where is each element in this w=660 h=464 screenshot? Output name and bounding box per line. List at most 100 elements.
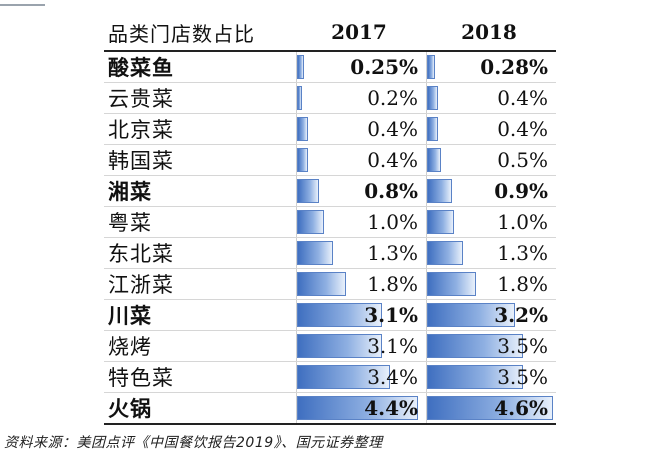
value-label-2018: 0.5% — [497, 148, 548, 172]
value-label-2018: 3.5% — [497, 334, 548, 358]
row-category: 北京菜 — [108, 118, 174, 142]
bar-2017 — [297, 210, 324, 234]
value-label-2017: 3.1% — [367, 334, 418, 358]
bar-2018 — [427, 365, 523, 389]
table-row: 湘菜 0.8% 0.9% — [104, 176, 556, 207]
value-label-2018: 0.4% — [497, 86, 548, 110]
bar-2017 — [297, 148, 308, 172]
value-label-2018: 3.2% — [494, 303, 548, 327]
cell-2018: 1.3% — [426, 238, 552, 268]
value-label-2017: 1.8% — [367, 272, 418, 296]
row-category: 川菜 — [108, 303, 152, 328]
value-label-2017: 3.4% — [367, 365, 418, 389]
cell-2017: 0.25% — [296, 52, 422, 82]
cell-2017: 4.4% — [296, 393, 422, 423]
bar-2018 — [427, 272, 476, 296]
row-category: 酸菜鱼 — [108, 55, 174, 80]
cell-2017: 0.4% — [296, 145, 422, 175]
bar-2018 — [427, 86, 438, 110]
cell-2017: 1.0% — [296, 207, 422, 237]
table-row: 江浙菜 1.8% 1.8% — [104, 269, 556, 300]
table-header: 品类门店数占比 2017 2018 — [104, 14, 556, 52]
cell-2017: 1.8% — [296, 269, 422, 299]
value-label-2018: 1.8% — [497, 272, 548, 296]
table-row: 烧烤 3.1% 3.5% — [104, 331, 556, 362]
row-category: 火锅 — [108, 396, 152, 421]
bar-2017 — [297, 55, 304, 79]
value-label-2018: 1.0% — [497, 210, 548, 234]
cell-2018: 3.5% — [426, 331, 552, 361]
bar-2018 — [427, 241, 463, 265]
table-body: 酸菜鱼 0.25% 0.28% 云贵菜 0.2% 0.4% 北京菜 0.4% 0.4% 韩国菜 0.… — [104, 52, 556, 425]
cell-2018: 1.8% — [426, 269, 552, 299]
value-label-2017: 0.4% — [367, 148, 418, 172]
row-category: 江浙菜 — [108, 273, 174, 297]
table-row: 云贵菜 0.2% 0.4% — [104, 83, 556, 114]
cell-2018: 0.9% — [426, 176, 552, 206]
bar-2018 — [427, 334, 523, 358]
value-label-2017: 0.4% — [367, 117, 418, 141]
value-label-2018: 0.28% — [480, 55, 548, 79]
table-row: 韩国菜 0.4% 0.5% — [104, 145, 556, 176]
bar-2017 — [297, 86, 302, 110]
table-row: 粤菜 1.0% 1.0% — [104, 207, 556, 238]
bar-2017 — [297, 241, 333, 265]
bar-2017 — [297, 396, 418, 420]
bar-2018 — [427, 303, 515, 327]
row-category: 特色菜 — [108, 366, 174, 390]
value-label-2018: 4.6% — [494, 396, 548, 420]
header-2017: 2017 — [331, 20, 387, 44]
cell-2018: 3.5% — [426, 362, 552, 392]
table-row: 特色菜 3.4% 3.5% — [104, 362, 556, 393]
cell-2017: 1.3% — [296, 238, 422, 268]
data-table: 品类门店数占比 2017 2018 酸菜鱼 0.25% 0.28% 云贵菜 0.2% 0.… — [104, 14, 556, 425]
cell-2017: 3.4% — [296, 362, 422, 392]
bar-2018 — [427, 117, 438, 141]
bar-2018 — [427, 179, 452, 203]
value-label-2017: 1.3% — [367, 241, 418, 265]
table-row: 酸菜鱼 0.25% 0.28% — [104, 52, 556, 83]
bar-2018 — [427, 396, 553, 420]
cell-2017: 0.2% — [296, 83, 422, 113]
cell-2018: 0.5% — [426, 145, 552, 175]
cell-2018: 0.28% — [426, 52, 552, 82]
header-2018: 2018 — [461, 20, 517, 44]
table-row: 川菜 3.1% 3.2% — [104, 300, 556, 331]
cell-2018: 3.2% — [426, 300, 552, 330]
cell-2018: 4.6% — [426, 393, 553, 423]
table-row: 火锅 4.4% 4.6% — [104, 393, 556, 425]
value-label-2017: 4.4% — [364, 396, 418, 420]
bar-2017 — [297, 303, 382, 327]
row-category: 湘菜 — [108, 179, 152, 204]
value-label-2017: 0.2% — [367, 86, 418, 110]
value-label-2017: 0.8% — [364, 179, 418, 203]
value-label-2018: 3.5% — [497, 365, 548, 389]
bar-2017 — [297, 365, 390, 389]
row-category: 东北菜 — [108, 242, 174, 266]
bar-2017 — [297, 117, 308, 141]
value-label-2018: 0.9% — [494, 179, 548, 203]
header-category-label: 品类门店数占比 — [108, 21, 255, 46]
cell-2017: 3.1% — [296, 300, 422, 330]
row-category: 韩国菜 — [108, 149, 174, 173]
bar-2018 — [427, 55, 435, 79]
source-note: 资料来源：美团点评《中国餐饮报告2019》、国元证券整理 — [4, 435, 383, 451]
bar-2018 — [427, 210, 454, 234]
row-category: 烧烤 — [108, 335, 152, 359]
bar-2017 — [297, 179, 319, 203]
value-label-2017: 3.1% — [364, 303, 418, 327]
bar-2017 — [297, 334, 382, 358]
bar-2018 — [427, 148, 441, 172]
top-rule — [0, 4, 45, 6]
cell-2017: 0.8% — [296, 176, 422, 206]
cell-2017: 3.1% — [296, 331, 422, 361]
table-row: 东北菜 1.3% 1.3% — [104, 238, 556, 269]
cell-2018: 0.4% — [426, 114, 552, 144]
row-category: 云贵菜 — [108, 87, 174, 111]
row-category: 粤菜 — [108, 211, 152, 235]
value-label-2018: 1.3% — [497, 241, 548, 265]
cell-2018: 0.4% — [426, 83, 552, 113]
value-label-2017: 0.25% — [350, 55, 418, 79]
cell-2018: 1.0% — [426, 207, 552, 237]
bar-2017 — [297, 272, 346, 296]
